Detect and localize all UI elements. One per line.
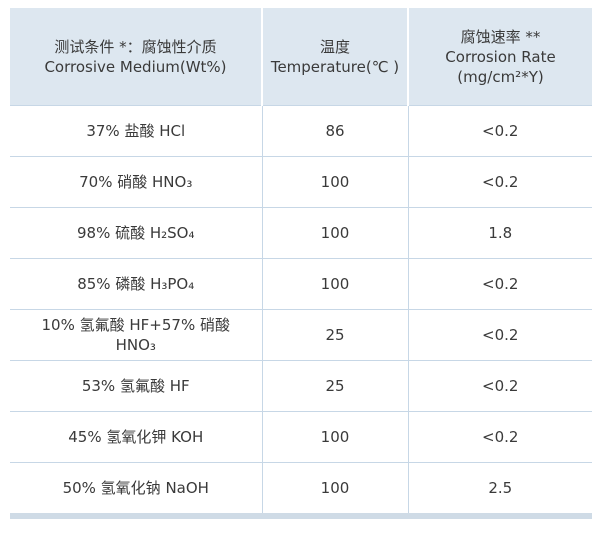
table-cell: 70% 硝酸 HNO₃ bbox=[10, 156, 262, 208]
header-text: (mg/cm²*Y) bbox=[457, 67, 544, 86]
table-cell: 100 bbox=[261, 462, 408, 516]
table-cell: 10% 氢氟酸 HF+57% 硝酸 HNO₃ bbox=[10, 309, 262, 361]
header-text: 温度 bbox=[319, 37, 350, 56]
header-text: Temperature(℃ ) bbox=[270, 57, 400, 76]
table-cell: 50% 氢氧化钠 NaOH bbox=[10, 462, 262, 516]
table-row: 50% 氢氧化钠 NaOH 100 2.5 bbox=[10, 462, 592, 516]
table-cell: 45% 氢氧化钾 KOH bbox=[10, 411, 262, 463]
header-text: Corrosive Medium(Wt%) bbox=[44, 57, 227, 76]
header-text: 测试条件 *：腐蚀性介质 bbox=[54, 37, 217, 56]
table-row: 98% 硫酸 H₂SO₄ 100 1.8 bbox=[10, 207, 592, 259]
table-cell: <0.2 bbox=[407, 411, 592, 463]
table-cell: 2.5 bbox=[407, 462, 592, 516]
table-row: 70% 硝酸 HNO₃ 100 <0.2 bbox=[10, 156, 592, 208]
table-row: 53% 氢氟酸 HF 25 <0.2 bbox=[10, 360, 592, 412]
table-cell: 25 bbox=[261, 309, 408, 361]
table-cell: 1.8 bbox=[407, 207, 592, 259]
table-row: 37% 盐酸 HCl 86 <0.2 bbox=[10, 105, 592, 157]
table-cell: 37% 盐酸 HCl bbox=[10, 105, 262, 157]
corrosion-table: 测试条件 *：腐蚀性介质 Corrosive Medium(Wt%) 温度 Tempe… bbox=[10, 8, 592, 519]
table-cell: 53% 氢氟酸 HF bbox=[10, 360, 262, 412]
table-cell: <0.2 bbox=[407, 258, 592, 310]
table-cell: 100 bbox=[261, 156, 408, 208]
header-cell: 测试条件 *：腐蚀性介质 Corrosive Medium(Wt%) bbox=[10, 8, 262, 106]
table-cell: 100 bbox=[261, 411, 408, 463]
table-cell: 100 bbox=[261, 258, 408, 310]
table-body: 37% 盐酸 HCl 86 <0.2 70% 硝酸 HNO₃ 100 <0.2 98% 硫酸… bbox=[10, 105, 592, 516]
table-cell: 85% 磷酸 H₃PO₄ bbox=[10, 258, 262, 310]
table-cell: <0.2 bbox=[407, 156, 592, 208]
table-row: 10% 氢氟酸 HF+57% 硝酸 HNO₃ 25 <0.2 bbox=[10, 309, 592, 361]
table-cell: 98% 硫酸 H₂SO₄ bbox=[10, 207, 262, 259]
header-cell: 温度 Temperature(℃ ) bbox=[261, 8, 408, 106]
table-cell: 86 bbox=[261, 105, 408, 157]
table-cell: 25 bbox=[261, 360, 408, 412]
header-row: 测试条件 *：腐蚀性介质 Corrosive Medium(Wt%) 温度 Tempe… bbox=[10, 8, 592, 106]
header-text: 腐蚀速率 ** bbox=[460, 27, 541, 46]
header-text: Corrosion Rate bbox=[445, 47, 556, 66]
header-cell: 腐蚀速率 ** Corrosion Rate (mg/cm²*Y) bbox=[407, 8, 592, 106]
table-row: 45% 氢氧化钾 KOH 100 <0.2 bbox=[10, 411, 592, 463]
table-cell: <0.2 bbox=[407, 105, 592, 157]
table-cell: 100 bbox=[261, 207, 408, 259]
table-cell: <0.2 bbox=[407, 360, 592, 412]
table-cell: <0.2 bbox=[407, 309, 592, 361]
table-row: 85% 磷酸 H₃PO₄ 100 <0.2 bbox=[10, 258, 592, 310]
